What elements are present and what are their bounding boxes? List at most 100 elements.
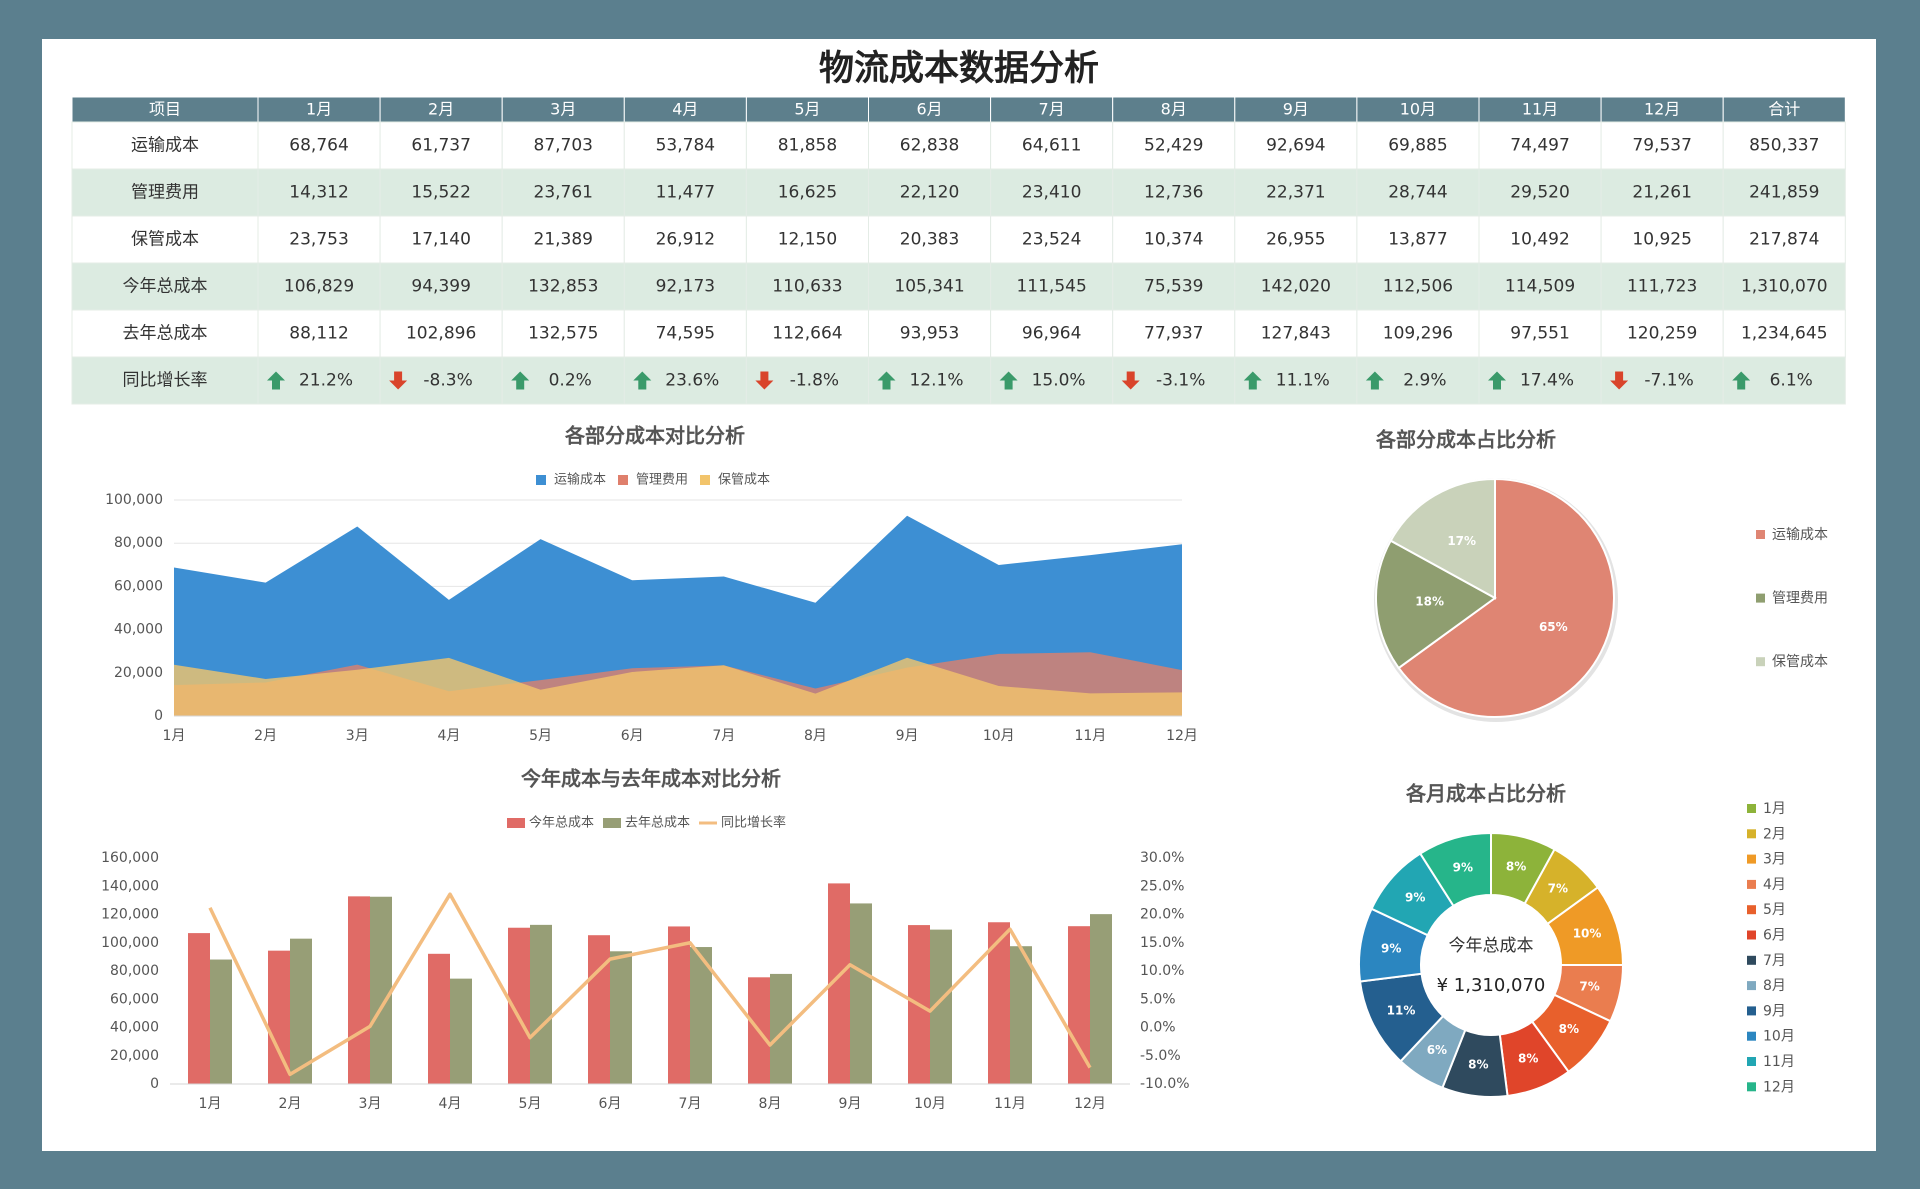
rate-text: 11.1% bbox=[1276, 371, 1330, 391]
slice-label: 7% bbox=[1579, 980, 1599, 994]
cell-text: 26,912 bbox=[656, 230, 715, 250]
slice-label: 6% bbox=[1427, 1043, 1447, 1057]
cell-text: 111,545 bbox=[1016, 277, 1086, 297]
bar bbox=[188, 933, 210, 1084]
table-cell bbox=[379, 168, 503, 217]
table-cell bbox=[1478, 121, 1602, 170]
cell-text: 106,829 bbox=[284, 277, 354, 297]
row-label: 管理费用 bbox=[131, 183, 199, 203]
slice-label: 65% bbox=[1539, 620, 1568, 634]
cell-text: 64,611 bbox=[1022, 136, 1081, 156]
y-tick-label: 80,000 bbox=[114, 535, 163, 551]
x-tick-label: 1月 bbox=[199, 1096, 222, 1112]
cell-text: 22,120 bbox=[900, 183, 959, 203]
header-cell bbox=[1356, 96, 1480, 123]
row-label: 同比增长率 bbox=[123, 371, 208, 391]
legend-swatch bbox=[1756, 593, 1765, 603]
cell-text: 92,694 bbox=[1266, 136, 1325, 156]
cell-text: 132,575 bbox=[528, 324, 598, 344]
legend-swatch bbox=[1756, 530, 1765, 539]
bar bbox=[850, 903, 872, 1084]
cell-text: 81,858 bbox=[778, 136, 837, 156]
legend-label: 保管成本 bbox=[718, 473, 770, 488]
table-cell bbox=[1722, 262, 1846, 311]
x-tick-label: 6月 bbox=[621, 728, 644, 744]
table-cell bbox=[990, 262, 1114, 311]
cell-text: 1,310,070 bbox=[1741, 277, 1828, 297]
header-cell bbox=[745, 96, 870, 123]
arrow-down bbox=[1610, 371, 1629, 390]
legend-label: 1月 bbox=[1763, 801, 1786, 817]
y2-tick-label: 0.0% bbox=[1140, 1020, 1176, 1036]
legend-swatch bbox=[1747, 804, 1756, 813]
y-tick-label: 60,000 bbox=[114, 578, 163, 594]
cell-text: 11,477 bbox=[656, 183, 715, 203]
table-cell bbox=[257, 309, 381, 358]
legend-swatch bbox=[603, 818, 621, 828]
cell-text: 88,112 bbox=[289, 324, 348, 344]
cell-text: 120,259 bbox=[1627, 324, 1697, 344]
rate-text: 6.1% bbox=[1770, 371, 1813, 391]
cell-text: 16,625 bbox=[778, 183, 837, 203]
table-cell bbox=[1478, 356, 1602, 405]
cell-text: 127,843 bbox=[1261, 324, 1331, 344]
legend-label: 8月 bbox=[1763, 978, 1786, 994]
rate-text: 23.6% bbox=[665, 371, 719, 391]
x-tick-label: 12月 bbox=[1074, 1096, 1106, 1112]
table-cell bbox=[1234, 168, 1358, 217]
header-text: 6月 bbox=[916, 100, 942, 119]
legend-swatch bbox=[1747, 955, 1756, 965]
legend-swatch bbox=[1747, 1057, 1756, 1066]
y2-tick-label: 25.0% bbox=[1140, 878, 1184, 894]
cell-text: 61,737 bbox=[411, 136, 470, 156]
cell-text: 241,859 bbox=[1749, 183, 1819, 203]
table-cell bbox=[257, 168, 381, 217]
legend-label: 9月 bbox=[1763, 1003, 1786, 1019]
table-cell bbox=[1234, 121, 1358, 170]
cell-text: 28,744 bbox=[1388, 183, 1447, 203]
x-tick-label: 10月 bbox=[914, 1096, 946, 1112]
table-cell bbox=[257, 262, 381, 311]
bar bbox=[370, 896, 392, 1084]
cell-text: 850,337 bbox=[1749, 136, 1819, 156]
legend-label: 6月 bbox=[1763, 928, 1786, 944]
slice-label: 8% bbox=[1559, 1022, 1579, 1036]
arrow-up bbox=[633, 371, 652, 390]
cell-text: 15,522 bbox=[411, 183, 470, 203]
x-tick-label: 3月 bbox=[359, 1096, 382, 1112]
legend-swatch bbox=[1747, 981, 1756, 991]
header-text: 9月 bbox=[1283, 100, 1309, 119]
legend-swatch bbox=[700, 475, 710, 485]
cell-text: 74,595 bbox=[656, 324, 715, 344]
table-cell bbox=[1356, 309, 1480, 358]
bar bbox=[290, 938, 312, 1084]
legend-label: 4月 bbox=[1763, 877, 1786, 893]
slice-label: 11% bbox=[1387, 1003, 1416, 1017]
header-cell bbox=[1722, 96, 1846, 123]
cell-text: 12,150 bbox=[778, 230, 837, 250]
legend-label: 运输成本 bbox=[554, 472, 606, 488]
cell-text: 97,551 bbox=[1510, 324, 1569, 344]
bar bbox=[1090, 914, 1112, 1084]
bar bbox=[1010, 946, 1032, 1084]
cell-text: 23,524 bbox=[1022, 230, 1081, 250]
rate-text: -3.1% bbox=[1156, 371, 1205, 391]
x-tick-label: 6月 bbox=[599, 1096, 622, 1112]
arrow-up bbox=[1732, 371, 1751, 390]
cell-text: 112,506 bbox=[1383, 277, 1453, 297]
y2-tick-label: 15.0% bbox=[1140, 935, 1184, 951]
bar bbox=[428, 953, 450, 1084]
header-text: 8月 bbox=[1161, 100, 1187, 119]
line bbox=[208, 892, 1092, 1077]
rate-text: 0.2% bbox=[549, 371, 592, 391]
rate-text: -1.8% bbox=[790, 371, 839, 391]
cell-text: 217,874 bbox=[1749, 230, 1819, 250]
bar bbox=[450, 978, 472, 1084]
x-tick-label: 7月 bbox=[712, 728, 735, 744]
table-cell bbox=[868, 121, 992, 170]
table-cell bbox=[1112, 309, 1236, 358]
table-cell bbox=[71, 215, 259, 264]
table-cell bbox=[1234, 215, 1358, 264]
header-text: 项目 bbox=[149, 100, 181, 119]
cell-text: 111,723 bbox=[1627, 277, 1697, 297]
